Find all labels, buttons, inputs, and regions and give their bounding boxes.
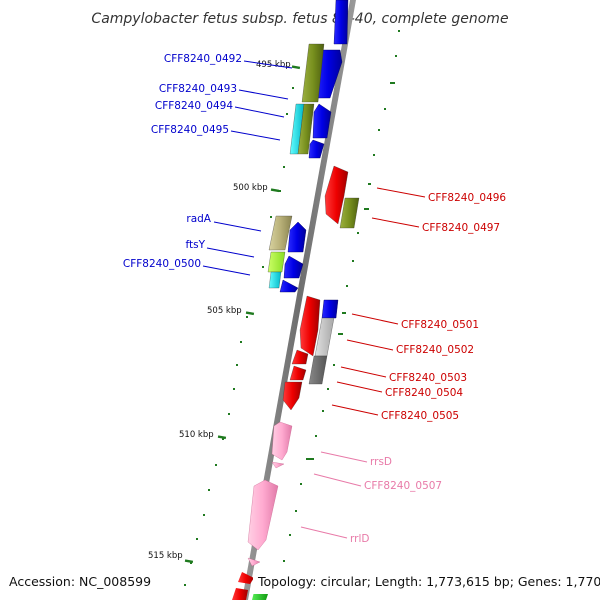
- reverse-labels: CFF8240_0496 CFF8240_0497 CFF8240_0501 C…: [331, 187, 506, 422]
- label-cff8240-0502[interactable]: CFF8240_0502: [396, 344, 474, 356]
- forward-labels: CFF8240_0492 CFF8240_0493 CFF8240_0494 C…: [123, 53, 293, 276]
- label-rrlD[interactable]: rrlD: [350, 533, 369, 545]
- gene-0494[interactable]: [312, 103, 332, 139]
- gene-0505[interactable]: [282, 381, 303, 411]
- label-rrsD[interactable]: rrsD: [370, 456, 392, 468]
- gene-0500-cyan[interactable]: [268, 271, 282, 289]
- tick-label: 500 kbp: [233, 183, 268, 193]
- gene-rrlD[interactable]: [247, 479, 279, 551]
- label-cff8240-0496[interactable]: CFF8240_0496: [428, 192, 506, 204]
- gene-ftsY-lime[interactable]: [267, 251, 286, 273]
- gc-dots: [184, 30, 400, 586]
- gene-pink-small[interactable]: [247, 557, 261, 567]
- gene-0501[interactable]: [299, 295, 321, 357]
- gene-0496[interactable]: [324, 165, 349, 225]
- footer-backdrop: [253, 572, 591, 594]
- tick-label: 510 kbp: [179, 430, 214, 440]
- label-cff8240-0493[interactable]: CFF8240_0493: [159, 83, 237, 95]
- label-cff8240-0503[interactable]: CFF8240_0503: [389, 372, 467, 384]
- label-cff8240-0507[interactable]: CFF8240_0507: [364, 480, 442, 492]
- label-cff8240-0504[interactable]: CFF8240_0504: [385, 387, 463, 399]
- label-cff8240-0500[interactable]: CFF8240_0500: [123, 258, 201, 270]
- gene-edge-red-2[interactable]: [232, 588, 248, 600]
- gene-0504[interactable]: [289, 365, 307, 381]
- gene-edge-red-1[interactable]: [238, 572, 254, 584]
- label-cff8240-0505[interactable]: CFF8240_0505: [381, 410, 459, 422]
- kbp-ticks: [184, 65, 301, 564]
- label-ftsY[interactable]: ftsY: [185, 239, 205, 251]
- gene-0501-forward[interactable]: [321, 299, 339, 319]
- label-cff8240-0494[interactable]: CFF8240_0494: [155, 100, 233, 112]
- gene-rrsD[interactable]: [271, 421, 293, 461]
- label-cff8240-0495[interactable]: CFF8240_0495: [151, 124, 229, 136]
- gene-ftsY[interactable]: [283, 255, 304, 279]
- accession-text: Accession: NC_008599: [9, 574, 151, 589]
- genome-backbone: [242, 0, 356, 600]
- gene-radA-khaki[interactable]: [268, 215, 293, 251]
- rrna-genes: [247, 421, 293, 567]
- gene-0497[interactable]: [339, 197, 360, 229]
- gene-0503[interactable]: [291, 349, 309, 365]
- gene-0500[interactable]: [279, 279, 299, 293]
- gene-0492[interactable]: [333, 0, 349, 45]
- tick-label: 505 kbp: [207, 306, 242, 316]
- label-cff8240-0497[interactable]: CFF8240_0497: [422, 222, 500, 234]
- label-radA[interactable]: radA: [186, 213, 211, 225]
- label-cff8240-0501[interactable]: CFF8240_0501: [401, 319, 479, 331]
- gene-0492-olive[interactable]: [301, 43, 325, 103]
- gene-radA[interactable]: [287, 221, 307, 253]
- gene-0495-olive[interactable]: [297, 103, 315, 155]
- topology-text: Topology: circular; Length: 1,773,615 bp…: [257, 574, 600, 589]
- tick-label: 515 kbp: [148, 551, 183, 561]
- label-cff8240-0492[interactable]: CFF8240_0492: [164, 53, 242, 65]
- rrna-labels: rrsD CFF8240_0507 rrlD: [300, 451, 442, 545]
- other-genes: [267, 43, 360, 411]
- gene-0502-dark[interactable]: [308, 355, 328, 385]
- map-title: Campylobacter fetus subsp. fetus 82-40, …: [91, 11, 508, 27]
- gene-0495[interactable]: [308, 139, 325, 159]
- forward-strand-genes: [279, 0, 349, 319]
- gene-0507[interactable]: [271, 461, 285, 469]
